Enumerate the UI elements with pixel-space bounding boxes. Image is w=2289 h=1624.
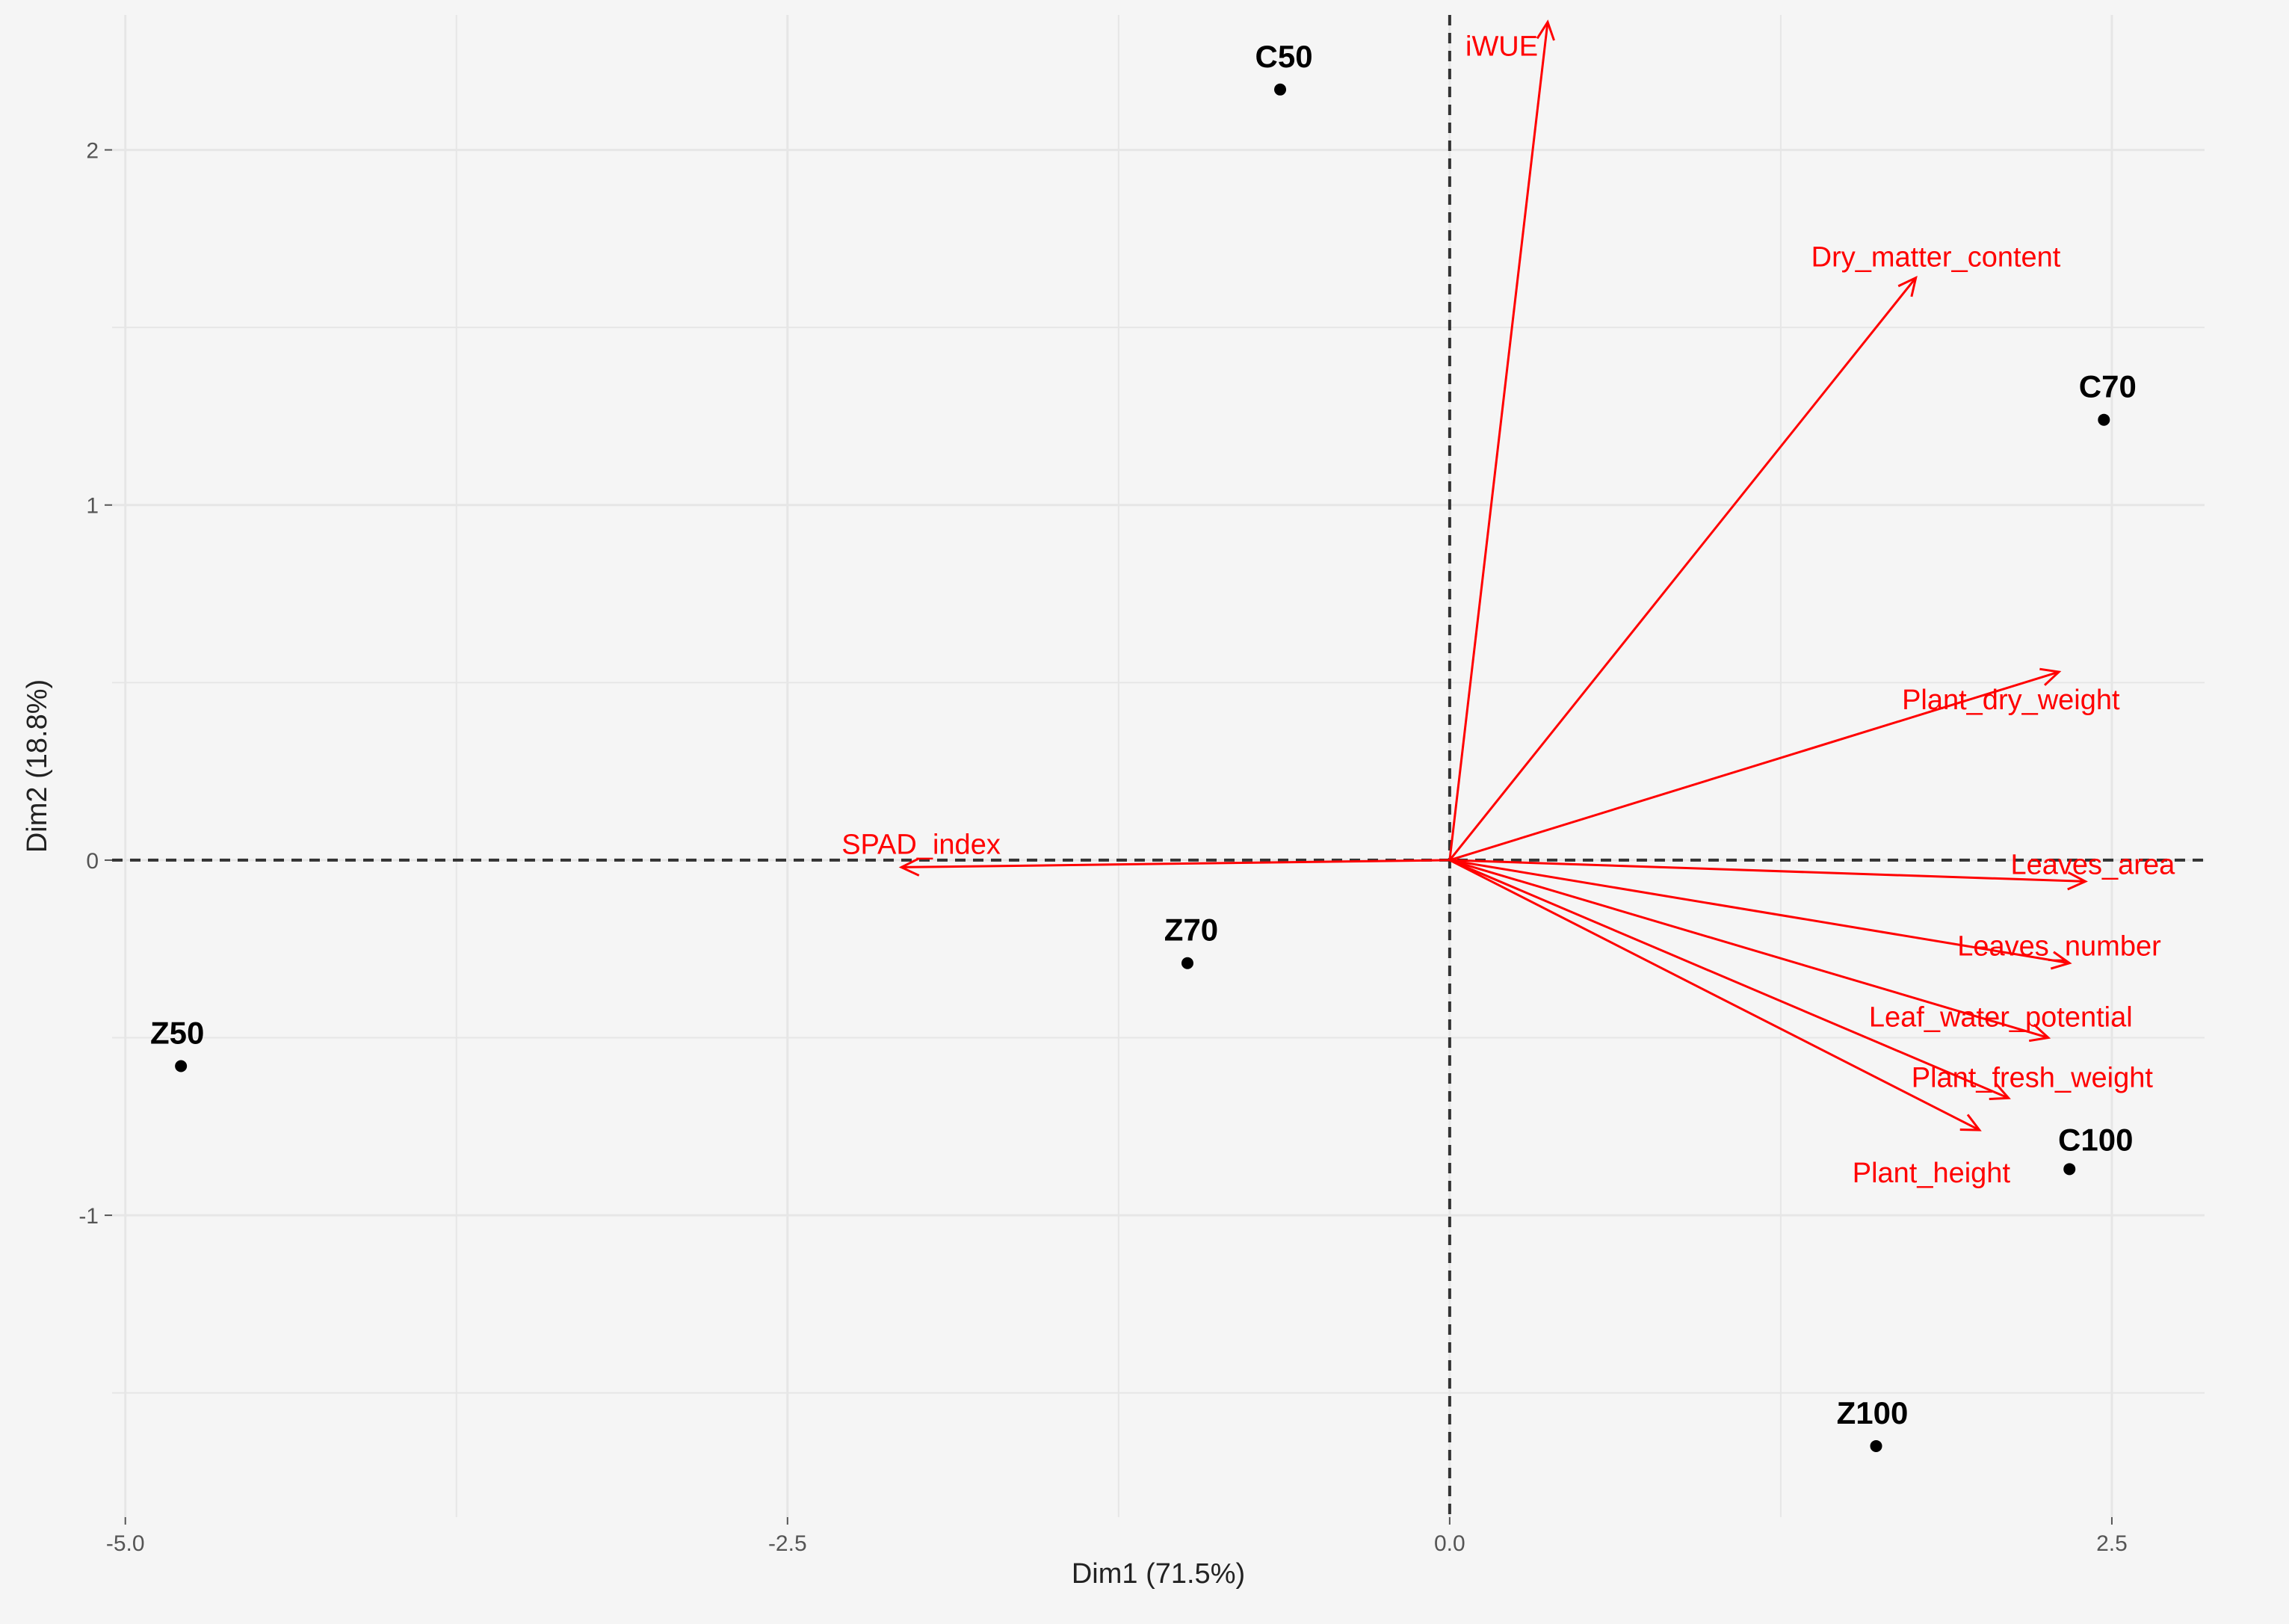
vector-arrowhead xyxy=(2050,951,2072,970)
major-gridlines xyxy=(112,15,2205,1517)
vector-label: Leaves_area xyxy=(2011,849,2176,880)
point-z50 xyxy=(175,1060,188,1072)
vector-label: SPAD_index xyxy=(841,829,1001,860)
y-tick-label: 1 xyxy=(86,494,99,519)
zero-reference-lines xyxy=(112,15,2205,1517)
individual-points: C50 C70 Z70 Z50 C100 Z100 xyxy=(150,39,2137,1452)
point-c70 xyxy=(2098,413,2110,426)
point-c100 xyxy=(2063,1163,2076,1176)
vector-arrowhead xyxy=(1989,1082,2011,1101)
point-label: C70 xyxy=(2079,369,2137,404)
minor-gridlines xyxy=(112,15,2205,1517)
vector-label: Leaf_water_potential xyxy=(1869,1002,2133,1034)
axis-ticks: -5.0 -2.5 0.0 2.5 -1 0 1 2 xyxy=(78,139,2127,1556)
vector-leaf-water-potential xyxy=(1449,859,2049,1039)
vector-arrowhead xyxy=(2039,667,2062,686)
x-tick-label: 0.0 xyxy=(1434,1531,1465,1556)
vector-plant-height xyxy=(1449,859,1980,1131)
vector-plant-fresh-weight xyxy=(1449,859,2010,1099)
vector-arrowhead xyxy=(2067,871,2088,891)
x-tick-label: -5.0 xyxy=(106,1531,145,1556)
x-axis-title: Dim1 (71.5%) xyxy=(1072,1558,1245,1590)
point-label: Z70 xyxy=(1164,913,1218,948)
point-label: Z50 xyxy=(150,1016,204,1051)
x-tick-label: 2.5 xyxy=(2096,1531,2128,1556)
vector-leaves-area xyxy=(1449,859,2086,883)
vector-label: Dry_matter_content xyxy=(1811,242,2061,274)
y-axis-title: Dim2 (18.8%) xyxy=(22,679,53,853)
variable-vectors: iWUE Dry_matter_content Plant_dry_weight SP… xyxy=(841,19,2176,1189)
x-tick-label: -2.5 xyxy=(768,1531,807,1556)
vector-label: iWUE xyxy=(1465,31,1538,63)
point-z70 xyxy=(1181,957,1193,969)
vector-arrowhead xyxy=(1536,19,1555,41)
point-label: C50 xyxy=(1255,39,1313,74)
vector-label: Plant_dry_weight xyxy=(1902,685,2120,716)
point-label: C100 xyxy=(2058,1122,2133,1157)
vector-leaves-number xyxy=(1449,859,2070,965)
vector-arrowhead xyxy=(1897,275,1918,297)
vector-arrowhead xyxy=(1959,1114,1982,1131)
vector-spad-index xyxy=(901,859,1450,868)
y-tick-label: -1 xyxy=(78,1204,99,1229)
y-tick-label: 0 xyxy=(86,849,99,874)
point-label: Z100 xyxy=(1837,1395,1909,1430)
vector-label: Plant_height xyxy=(1853,1158,2011,1189)
point-z100 xyxy=(1870,1439,1882,1452)
vector-label: Leaves_number xyxy=(1957,931,2161,963)
vector-dry-matter-content xyxy=(1448,277,1917,861)
point-c50 xyxy=(1274,83,1287,96)
vector-arrowhead xyxy=(898,857,920,877)
vector-label: Plant_fresh_weight xyxy=(1912,1062,2154,1093)
vector-iwue xyxy=(1448,22,1549,861)
vector-arrowhead xyxy=(2028,1023,2051,1043)
vector-plant-dry-weight xyxy=(1449,670,2060,862)
y-tick-label: 2 xyxy=(86,139,99,164)
